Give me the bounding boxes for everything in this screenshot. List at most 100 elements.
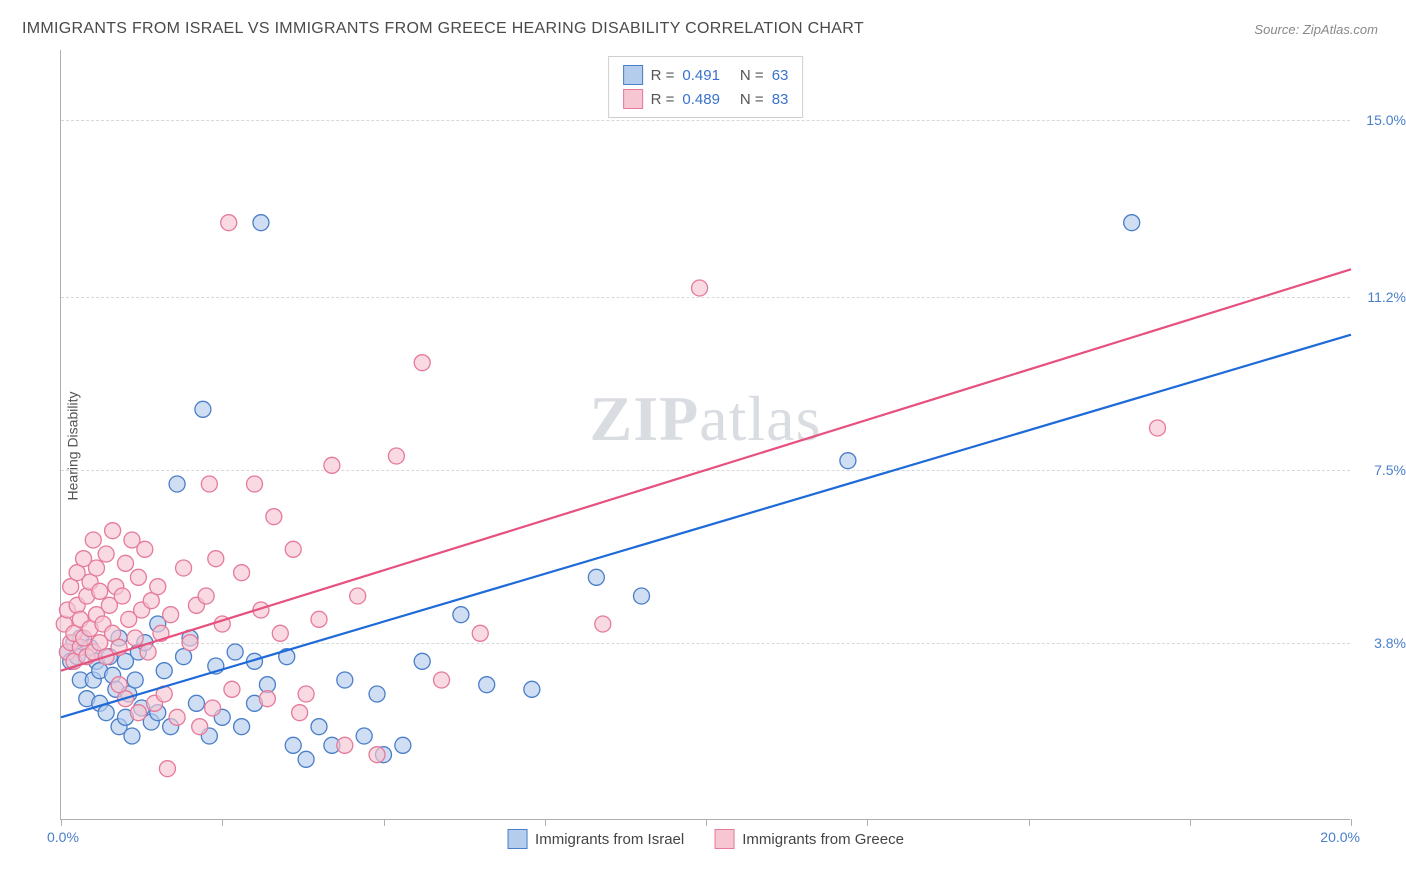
data-point [234, 565, 250, 581]
data-point [272, 625, 288, 641]
x-axis-max-label: 20.0% [1320, 829, 1360, 845]
legend-swatch [714, 829, 734, 849]
data-point [292, 705, 308, 721]
x-tick [867, 819, 868, 826]
legend-stats: R = 0.491 N = 63 R = 0.489 N = 83 [608, 56, 804, 118]
data-point [98, 705, 114, 721]
legend-series: Immigrants from Israel Immigrants from Gr… [507, 829, 904, 849]
x-tick [706, 819, 707, 826]
data-point [388, 448, 404, 464]
data-point [127, 630, 143, 646]
data-point [1124, 215, 1140, 231]
data-point [285, 737, 301, 753]
r-label: R = [651, 67, 675, 84]
y-tick-label: 7.5% [1374, 462, 1406, 478]
x-tick [384, 819, 385, 826]
data-point [92, 583, 108, 599]
data-point [227, 644, 243, 660]
data-point [127, 672, 143, 688]
data-point [150, 579, 166, 595]
data-point [221, 215, 237, 231]
data-point [311, 611, 327, 627]
x-tick [222, 819, 223, 826]
data-point [414, 355, 430, 371]
data-point [298, 686, 314, 702]
data-point [156, 663, 172, 679]
data-point [205, 700, 221, 716]
legend-stat-row: R = 0.491 N = 63 [623, 63, 789, 87]
y-tick-label: 15.0% [1366, 112, 1406, 128]
data-point [85, 532, 101, 548]
data-point [634, 588, 650, 604]
data-point [198, 588, 214, 604]
data-point [434, 672, 450, 688]
regression-line [61, 335, 1351, 718]
data-point [298, 751, 314, 767]
legend-swatch [623, 89, 643, 109]
data-point [311, 719, 327, 735]
data-point [1150, 420, 1166, 436]
n-value: 63 [772, 67, 789, 84]
source-attribution: Source: ZipAtlas.com [1254, 22, 1378, 37]
data-point [692, 280, 708, 296]
series-name: Immigrants from Greece [742, 831, 904, 848]
data-point [111, 677, 127, 693]
data-point [88, 560, 104, 576]
data-point [253, 215, 269, 231]
data-point [98, 546, 114, 562]
data-point [524, 681, 540, 697]
data-point [369, 686, 385, 702]
source-label: Source: [1254, 22, 1299, 37]
plot-area: ZIPatlas 3.8%7.5%11.2%15.0% R = 0.491N =… [60, 50, 1350, 820]
r-value: 0.491 [682, 67, 720, 84]
legend-stat-row: R = 0.489 N = 83 [623, 87, 789, 111]
data-point [414, 653, 430, 669]
data-point [840, 453, 856, 469]
data-point [337, 737, 353, 753]
data-point [588, 569, 604, 585]
legend-series-item: Immigrants from Israel [507, 829, 684, 849]
data-point [114, 588, 130, 604]
data-point [472, 625, 488, 641]
data-point [247, 476, 263, 492]
data-point [159, 761, 175, 777]
data-point [595, 616, 611, 632]
data-point [356, 728, 372, 744]
source-value: ZipAtlas.com [1303, 22, 1378, 37]
data-point [479, 677, 495, 693]
data-point [266, 509, 282, 525]
data-point [169, 476, 185, 492]
data-point [105, 523, 121, 539]
data-point [324, 457, 340, 473]
data-point [234, 719, 250, 735]
data-point [124, 728, 140, 744]
n-value: 83 [772, 91, 789, 108]
data-point [137, 541, 153, 557]
data-point [130, 569, 146, 585]
data-point [395, 737, 411, 753]
data-point [163, 607, 179, 623]
data-point [350, 588, 366, 604]
scatter-svg [61, 50, 1350, 819]
y-tick-label: 11.2% [1367, 289, 1406, 305]
data-point [208, 551, 224, 567]
data-point [453, 607, 469, 623]
data-point [188, 695, 204, 711]
n-label: N = [740, 91, 764, 108]
x-tick [545, 819, 546, 826]
data-point [192, 719, 208, 735]
x-tick [61, 819, 62, 826]
data-point [337, 672, 353, 688]
y-tick-label: 3.8% [1374, 635, 1406, 651]
x-tick [1029, 819, 1030, 826]
r-label: R = [651, 91, 675, 108]
legend-swatch [623, 65, 643, 85]
data-point [201, 476, 217, 492]
x-tick [1351, 819, 1352, 826]
n-label: N = [740, 67, 764, 84]
r-value: 0.489 [682, 91, 720, 108]
data-point [169, 709, 185, 725]
data-point [224, 681, 240, 697]
data-point [369, 747, 385, 763]
x-axis-min-label: 0.0% [47, 829, 79, 845]
